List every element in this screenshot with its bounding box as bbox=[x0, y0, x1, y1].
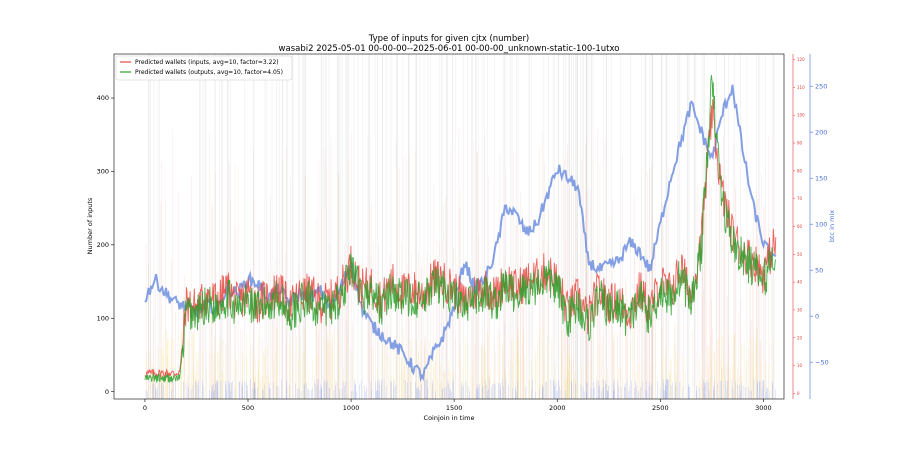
series-btc-in-mix bbox=[144, 84, 777, 383]
btc-tick-label: 100 bbox=[815, 220, 827, 228]
x-axis-label: Coinjoin in time bbox=[424, 414, 475, 422]
red-tick-label: 30 bbox=[797, 307, 803, 312]
red-tick-label: 60 bbox=[797, 224, 803, 229]
x-tick-label: 2500 bbox=[652, 404, 669, 412]
y2-axis-label: btc in mix bbox=[828, 210, 836, 242]
red-tick-label: 70 bbox=[797, 196, 803, 201]
chart-title: Type of inputs for given cjtx (number) bbox=[368, 34, 530, 44]
y-tick-label: 300 bbox=[97, 168, 109, 176]
legend-box bbox=[115, 55, 293, 81]
series-inputs bbox=[144, 99, 777, 379]
btc-tick-label: 250 bbox=[815, 82, 827, 90]
x-tick-label: 1000 bbox=[343, 404, 360, 412]
red-tick-label: 90 bbox=[797, 141, 803, 146]
red-tick-label: 50 bbox=[797, 252, 803, 257]
btc-line-layer bbox=[144, 84, 777, 383]
background-noise-layer bbox=[145, 54, 776, 399]
series-outputs bbox=[144, 75, 777, 383]
y-tick-label: 0 bbox=[105, 388, 109, 396]
red-tick-label: 0 bbox=[797, 391, 800, 396]
x-tick-label: 2000 bbox=[549, 404, 566, 412]
red-tick-label: 40 bbox=[797, 280, 803, 285]
x-tick-label: 1500 bbox=[446, 404, 463, 412]
y-axis-label: Number of inputs bbox=[86, 197, 94, 254]
series-layer bbox=[144, 75, 777, 383]
legend-label-outputs: Predicted wallets (outputs, avg=10, fact… bbox=[135, 69, 283, 76]
y-tick-label: 400 bbox=[97, 94, 109, 102]
red-tick-label: 110 bbox=[797, 85, 805, 90]
btc-tick-label: 200 bbox=[815, 128, 827, 136]
red-tick-label: 20 bbox=[797, 335, 803, 340]
red-tick-label: 80 bbox=[797, 168, 803, 173]
btc-tick-label: 50 bbox=[815, 266, 823, 274]
red-tick-label: 10 bbox=[797, 363, 803, 368]
axes-layer: 0 500 1000 1500 2000 2500 30000100200300400010… bbox=[97, 54, 829, 412]
x-tick-label: 0 bbox=[143, 404, 147, 412]
legend-label-inputs: Predicted wallets (inputs, avg=10, facto… bbox=[135, 59, 279, 66]
x-tick-label: 500 bbox=[242, 404, 254, 412]
btc-tick-label: 150 bbox=[815, 174, 827, 182]
y-tick-label: 100 bbox=[97, 314, 109, 322]
red-tick-label: 120 bbox=[797, 57, 805, 62]
x-tick-label: 3000 bbox=[755, 404, 772, 412]
btc-tick-label: 0 bbox=[815, 312, 819, 320]
chart-subtitle: wasabi2 2025-05-01 00-00-00--2025-06-01 … bbox=[279, 44, 620, 54]
red-tick-label: 100 bbox=[797, 113, 805, 118]
y-tick-label: 200 bbox=[97, 241, 109, 249]
plot-frame bbox=[113, 53, 785, 400]
legend: Predicted wallets (inputs, avg=10, facto… bbox=[115, 55, 293, 81]
btc-tick-label: −50 bbox=[815, 358, 829, 366]
